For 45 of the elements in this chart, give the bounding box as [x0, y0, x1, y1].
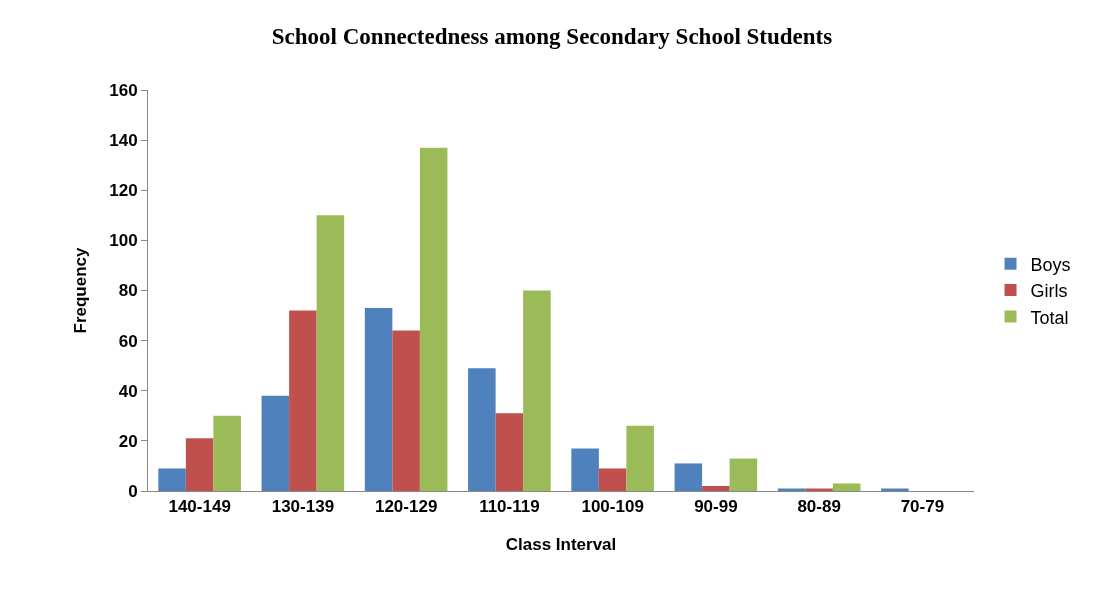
legend-label: Boys [1030, 254, 1071, 275]
bar [495, 413, 524, 491]
y-tick-label: 20 [118, 431, 138, 451]
y-tick-label: 0 [128, 481, 138, 501]
bar [185, 438, 214, 491]
x-tick-label: 90-99 [694, 497, 738, 517]
bar [468, 368, 496, 491]
bar [626, 425, 654, 491]
bar [805, 488, 833, 491]
bar [674, 463, 703, 491]
bar [213, 415, 241, 491]
bar [523, 290, 551, 491]
bar [316, 215, 345, 491]
bar [729, 458, 758, 491]
x-axis-title: Class Interval [505, 534, 617, 554]
bar [158, 468, 186, 491]
x-tick-label: 100-109 [581, 497, 644, 517]
bar [261, 395, 290, 491]
chart-title: School Connectedness among Secondary School Students [271, 23, 833, 49]
bar [881, 488, 909, 491]
bar [598, 468, 627, 491]
x-tick-label: 80-89 [797, 497, 841, 517]
y-tick-label: 160 [109, 80, 138, 100]
bar [777, 488, 806, 491]
y-axis-title: Frequency [70, 246, 90, 334]
x-tick-label: 130-139 [271, 497, 335, 517]
bar [702, 485, 730, 491]
x-tick-label: 120-129 [374, 497, 438, 517]
x-tick-label: 110-119 [479, 497, 540, 517]
bar [364, 308, 393, 491]
y-tick-label: 100 [109, 231, 138, 251]
bar [289, 310, 317, 491]
legend-label: Girls [1030, 281, 1068, 302]
x-tick-label: 140-149 [168, 497, 231, 517]
y-tick-label: 80 [118, 281, 138, 301]
x-tick-label: 70-79 [900, 497, 945, 517]
bar [419, 147, 448, 491]
y-tick-label: 60 [118, 331, 138, 351]
bar [392, 330, 420, 491]
bar [832, 483, 861, 491]
y-tick-label: 120 [109, 181, 138, 201]
legend-label: Total [1030, 307, 1069, 328]
y-tick-label: 140 [109, 131, 138, 151]
bar [571, 448, 599, 491]
y-tick-label: 40 [118, 381, 138, 401]
